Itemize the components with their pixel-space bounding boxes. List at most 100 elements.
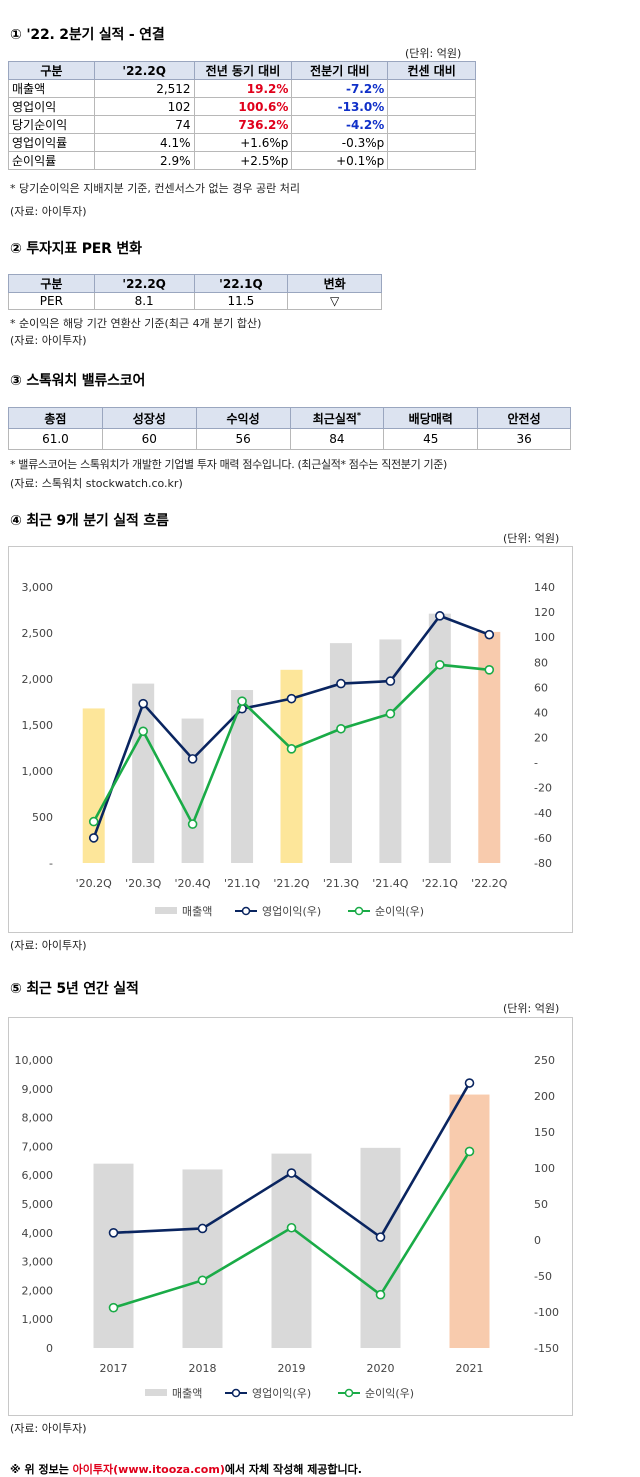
point-operating-profit bbox=[336, 678, 346, 689]
point-net-profit bbox=[286, 744, 297, 754]
cell-value: 11.5 bbox=[193, 292, 289, 310]
bar-sales bbox=[231, 690, 254, 863]
bar-sales bbox=[280, 669, 303, 863]
cell-consensus bbox=[387, 79, 476, 98]
section3-source: (자료: 스톡워치 stockwatch.co.kr) bbox=[10, 477, 183, 490]
right-axis-tick-label: 120 bbox=[534, 606, 555, 619]
point-operating-profit bbox=[435, 611, 445, 621]
cell-value: 56 bbox=[195, 428, 291, 450]
left-axis-tick-label: 6,000 bbox=[22, 1169, 54, 1182]
left-axis-tick-label: 1,000 bbox=[22, 1313, 54, 1326]
footer-suffix: 에서 자체 작성해 제공합니다. bbox=[224, 1463, 362, 1476]
right-axis-tick-label: 80 bbox=[534, 656, 548, 669]
row-label: PER bbox=[8, 292, 95, 310]
section1-note: * 당기순이익은 지배지분 기준, 컨센서스가 없는 경우 공란 처리 bbox=[10, 182, 300, 195]
col-header: 전분기 대비 bbox=[291, 61, 389, 80]
legend-label-sales: 매출액 bbox=[172, 1387, 202, 1400]
itooza-link[interactable]: 아이투자(www.itooza.com) bbox=[72, 1463, 225, 1476]
left-axis-tick-label: 3,000 bbox=[22, 581, 54, 594]
x-axis-tick-label: 2021 bbox=[456, 1362, 484, 1375]
right-axis-tick-label: 20 bbox=[534, 732, 548, 745]
section4-title: ④ 최근 9개 분기 실적 흐름 bbox=[10, 513, 169, 529]
right-axis-tick-label: 50 bbox=[534, 1198, 548, 1211]
legend-label-net-profit: 순이익(우) bbox=[365, 1387, 414, 1400]
section2-title: ② 투자지표 PER 변화 bbox=[10, 241, 142, 257]
cell-value: 102 bbox=[93, 97, 195, 116]
bar-sales bbox=[478, 631, 501, 863]
point-net-profit bbox=[197, 1275, 208, 1286]
bar-sales bbox=[360, 1147, 401, 1348]
col-header: 안전성 bbox=[477, 407, 571, 429]
col-header: '22.2Q bbox=[93, 61, 195, 80]
left-axis-tick-label: 7,000 bbox=[22, 1140, 54, 1153]
right-axis-tick-label: -20 bbox=[534, 782, 552, 795]
x-axis-tick-label: '21.3Q bbox=[323, 877, 360, 890]
point-net-profit bbox=[88, 816, 99, 827]
left-axis-tick-label: 2,500 bbox=[22, 627, 54, 640]
annual-chart: 0 1,000 2,000 3,000 4,000 5,000 6,000 7,000 8,00… bbox=[15, 1054, 559, 1400]
section4-unit: (단위: 억원) bbox=[503, 532, 560, 545]
point-operating-profit bbox=[484, 629, 495, 640]
point-net-profit bbox=[237, 696, 247, 706]
point-net-profit bbox=[375, 1289, 386, 1300]
row-label: 당기순이익 bbox=[8, 115, 95, 134]
right-axis-tick-label: 100 bbox=[534, 631, 555, 644]
quarterly-chart: -5001,0001,5002,0002,5003,000-80-60-40-2… bbox=[22, 581, 556, 918]
section5-source: (자료: 아이투자) bbox=[10, 1422, 87, 1435]
legend-swatch-sales bbox=[155, 907, 177, 914]
col-header: 전년 동기 대비 bbox=[193, 61, 293, 80]
section1-title: ① '22. 2분기 실적 - 연결 bbox=[10, 27, 165, 43]
x-axis-tick-label: '22.1Q bbox=[422, 877, 459, 890]
cell-yoy: +1.6%p bbox=[193, 133, 293, 152]
point-operating-profit bbox=[187, 754, 198, 764]
table-row: 매출액 2,512 19.2% -7.2% bbox=[8, 79, 476, 98]
legend-marker-operating-profit bbox=[241, 906, 251, 916]
legend-marker-net-profit bbox=[354, 906, 364, 916]
point-operating-profit bbox=[197, 1223, 208, 1234]
cell-value: 45 bbox=[383, 428, 479, 450]
bar-sales bbox=[379, 639, 402, 863]
cell-consensus bbox=[387, 115, 476, 134]
left-axis-tick-label: 2,000 bbox=[22, 673, 54, 686]
right-axis-tick-label: 0 bbox=[534, 1234, 541, 1247]
legend-swatch-sales bbox=[145, 1389, 167, 1396]
cell-value: 74 bbox=[93, 115, 195, 134]
cell-value: 61.0 bbox=[8, 428, 103, 450]
left-axis-tick-label: 10,000 bbox=[15, 1054, 54, 1067]
earnings-table: 구분 '22.2Q 전년 동기 대비 전분기 대비 컨센 대비 매출액 2,51… bbox=[8, 61, 476, 170]
legend-marker-net-profit bbox=[344, 1388, 354, 1398]
section4-source: (자료: 아이투자) bbox=[10, 939, 87, 952]
col-header: 구분 bbox=[8, 61, 95, 80]
row-label: 영업이익률 bbox=[8, 133, 95, 152]
point-net-profit bbox=[385, 708, 396, 719]
right-axis-tick-label: 200 bbox=[534, 1090, 555, 1103]
table-header-row: 구분 '22.2Q 전년 동기 대비 전분기 대비 컨센 대비 bbox=[8, 61, 476, 80]
left-axis-tick-label: 8,000 bbox=[22, 1112, 54, 1125]
cell-qoq: -13.0% bbox=[291, 97, 389, 116]
col-header: 배당매력 bbox=[383, 407, 479, 429]
col-header-label: 최근실적 bbox=[312, 411, 357, 426]
cell-value: 2.9% bbox=[93, 151, 195, 170]
x-axis-tick-label: '21.4Q bbox=[372, 877, 409, 890]
left-axis-tick-label: - bbox=[49, 857, 53, 870]
right-axis-tick-label: 250 bbox=[534, 1054, 555, 1067]
cell-value: 8.1 bbox=[93, 292, 195, 310]
point-net-profit bbox=[336, 723, 346, 734]
x-axis-tick-label: 2019 bbox=[278, 1362, 306, 1375]
left-axis-tick-label: 5,000 bbox=[22, 1198, 54, 1211]
bar-sales bbox=[428, 613, 451, 863]
annual-chart-box: 0 1,000 2,000 3,000 4,000 5,000 6,000 7,000 8,00… bbox=[8, 1017, 573, 1416]
left-axis-tick-label: 3,000 bbox=[22, 1256, 54, 1269]
bar-sales bbox=[449, 1094, 490, 1348]
left-axis-tick-label: 1,500 bbox=[22, 719, 54, 732]
right-axis-tick-label: 40 bbox=[534, 706, 548, 719]
asterisk-mark: * bbox=[356, 410, 362, 420]
left-axis-tick-label: 9,000 bbox=[22, 1083, 54, 1096]
legend-label-net-profit: 순이익(우) bbox=[375, 905, 424, 918]
bar-sales bbox=[132, 683, 155, 863]
change-indicator: ▽ bbox=[287, 292, 382, 310]
point-operating-profit bbox=[385, 676, 396, 686]
section3-note: * 밸류스코어는 스톡워치가 개발한 기업별 투자 매력 점수입니다. (최근실… bbox=[10, 458, 447, 471]
right-axis-tick-label: -40 bbox=[534, 807, 552, 820]
legend-label-sales: 매출액 bbox=[182, 905, 212, 918]
